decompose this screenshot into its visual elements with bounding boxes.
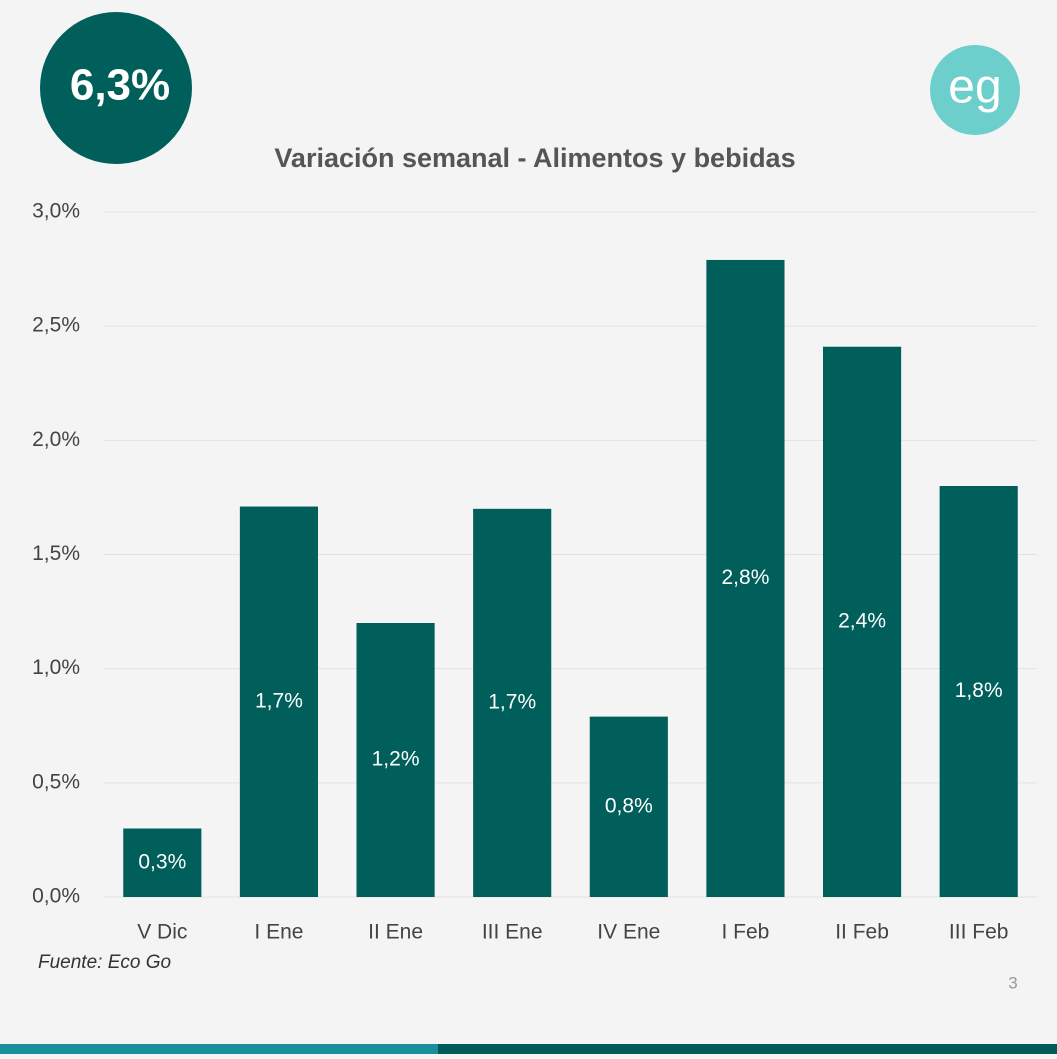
bar: [822, 346, 902, 897]
logo-circle: [930, 45, 1020, 135]
x-tick-label: III Feb: [949, 921, 1009, 944]
value-label: 1,7%: [255, 689, 303, 712]
x-tick-label: V Dic: [137, 921, 187, 944]
y-tick-label: 3,0%: [32, 200, 80, 223]
logo-text: eg: [948, 61, 1001, 114]
value-label: 1,8%: [955, 679, 1003, 702]
bar: [706, 259, 785, 897]
source: Fuente: Eco Go: [38, 952, 171, 973]
y-tick-label: 2,5%: [32, 314, 80, 337]
y-tick-label: 0,5%: [32, 770, 80, 793]
x-tick-label: II Feb: [835, 921, 889, 944]
bar: [123, 828, 202, 897]
x-tick-label: III Ene: [482, 921, 543, 944]
x-tick-label: I Feb: [722, 921, 770, 944]
bar: [239, 506, 319, 897]
badge-circle: [40, 12, 192, 164]
x-tick-label: IV Ene: [597, 921, 660, 944]
value-label: 0,8%: [605, 794, 653, 817]
y-tick-label: 2,0%: [32, 428, 80, 451]
page-number: 3: [1008, 973, 1017, 992]
y-tick-label: 1,5%: [32, 542, 80, 565]
value-label: 2,8%: [722, 566, 770, 589]
footer-strip-left: [0, 1044, 438, 1054]
bar: [473, 508, 552, 897]
value-label: 1,2%: [372, 748, 420, 771]
value-label: 0,3%: [138, 850, 186, 873]
value-label: 2,4%: [838, 609, 886, 632]
x-tick-label: II Ene: [368, 921, 423, 944]
y-tick-label: 0,0%: [32, 885, 80, 908]
badge-text: 6,3%: [70, 61, 170, 110]
chart-title: Variación semanal - Alimentos y bebidas: [274, 143, 795, 173]
bar: [356, 623, 435, 897]
value-label: 1,7%: [488, 690, 536, 713]
x-tick-label: I Ene: [254, 921, 303, 944]
y-tick-label: 1,0%: [32, 656, 80, 679]
footer-strip-right: [438, 1044, 1057, 1054]
bar: [939, 486, 1018, 897]
bar: [589, 716, 668, 897]
